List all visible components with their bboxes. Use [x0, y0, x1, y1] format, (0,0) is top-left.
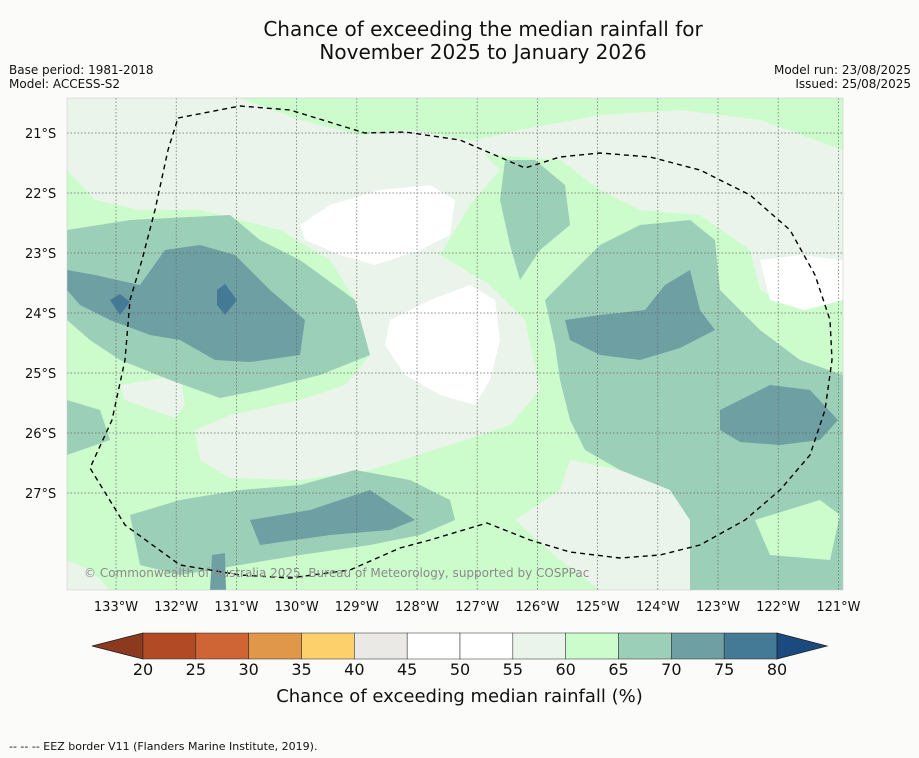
base-period: Base period: 1981-2018: [9, 63, 154, 77]
lon-tick-label: 130°W: [275, 600, 319, 615]
lat-tick-label: 26°S: [25, 427, 56, 442]
colorbar-tick-label: 45: [396, 660, 418, 679]
colorbar-swatch: [565, 632, 619, 660]
band-60-65: [755, 500, 840, 560]
colorbar-tick-label: 30: [238, 660, 259, 679]
colorbar-tick-label: 75: [713, 660, 735, 679]
lon-tick-label: 131°W: [214, 600, 258, 615]
issued-date: Issued: 25/08/2025: [795, 77, 911, 91]
lon-tick-label: 128°W: [395, 600, 439, 615]
colorbar-tick-label: 25: [185, 660, 206, 679]
band-55-60: [515, 460, 690, 590]
colorbar-tick-label: 20: [132, 660, 154, 679]
colorbar-swatch: [459, 632, 514, 660]
colorbar-swatch: [618, 632, 672, 660]
lon-tick-label: 126°W: [515, 600, 559, 615]
model-run: Model run: 23/08/2025: [773, 63, 911, 77]
band-75-80: [217, 284, 237, 315]
lon-tick-label: 129°W: [335, 600, 379, 615]
colorbar-tick-label: 40: [344, 660, 365, 679]
colorbar-over-arrow: [776, 632, 829, 660]
footnote: -- -- -- EEZ border V11 (Flanders Marine…: [9, 740, 318, 753]
lat-tick-label: 25°S: [25, 367, 56, 382]
lon-tick-label: 121°W: [816, 600, 860, 615]
band-50-55: [300, 185, 455, 265]
lat-tick-label: 24°S: [25, 307, 56, 322]
colorbar-tick-label: 65: [608, 660, 629, 679]
lon-tick-label: 127°W: [455, 600, 499, 615]
lon-labels: 133°W 132°W 131°W 130°W 129°W 128°W 127°W 126°W…: [94, 600, 861, 615]
colorbar-swatch: [723, 632, 778, 660]
meta-right: Model run: 23/08/2025 Issued: 25/08/2025: [774, 63, 911, 91]
band-65-70: [545, 220, 843, 590]
title-line-2: November 2025 to January 2026: [319, 40, 647, 64]
eez-border: [89, 105, 833, 579]
colorbar-title: Chance of exceeding median rainfall (%): [276, 686, 643, 707]
colorbar-swatch: [142, 632, 197, 660]
colorbar-swatch: [301, 632, 355, 660]
colorbar-swatch: [671, 632, 725, 660]
lat-tick-label: 23°S: [25, 247, 56, 262]
model-name: Model: ACCESS-S2: [9, 77, 121, 91]
colorbar-tick-label: 60: [555, 660, 576, 679]
colorbar-swatch: [406, 632, 461, 660]
colorbar-swatch: [195, 632, 249, 660]
colorbar: [91, 632, 829, 660]
lat-tick-label: 27°S: [25, 487, 56, 502]
lon-tick-label: 123°W: [696, 600, 740, 615]
colorbar-swatch: [512, 632, 566, 660]
lat-labels: 21°S 22°S 23°S 24°S 25°S 26°S 27°S: [25, 127, 56, 502]
colorbar-under-arrow: [91, 632, 144, 660]
colorbar-tick-label: 55: [502, 660, 523, 679]
copyright-text: © Commonwealth of Australia 2025, Bureau…: [84, 566, 589, 580]
band-70-75: [250, 490, 415, 545]
lon-tick-label: 122°W: [756, 600, 800, 615]
lat-tick-label: 21°S: [25, 127, 56, 142]
lon-tick-label: 124°W: [636, 600, 680, 615]
lat-tick-label: 22°S: [25, 187, 56, 202]
band-50-55: [385, 285, 500, 405]
map-title: Chance of exceeding the median rainfall …: [0, 18, 919, 64]
colorbar-tick-label: 70: [661, 660, 682, 679]
lon-tick-label: 133°W: [94, 600, 138, 615]
colorbar-tick-label: 35: [291, 660, 312, 679]
colorbar-swatch: [354, 632, 408, 660]
band-50-55: [760, 255, 843, 310]
band-65-70: [500, 160, 570, 280]
band-55-60: [430, 110, 843, 310]
map-panel: © Commonwealth of Australia 2025, Bureau…: [67, 98, 843, 590]
band-75-80: [110, 294, 130, 315]
colorbar-tick-label: 50: [449, 660, 471, 679]
colorbar-tick-label: 80: [766, 660, 788, 679]
map-frame: [66, 97, 844, 591]
band-70-75: [565, 270, 715, 360]
lon-tick-label: 125°W: [576, 600, 620, 615]
band-55-60: [67, 560, 110, 590]
band-65-70: [67, 400, 110, 455]
band-55-60: [120, 375, 185, 418]
title-line-1: Chance of exceeding the median rainfall …: [263, 17, 703, 41]
band-70-75: [720, 385, 838, 445]
band-70-75: [67, 245, 305, 362]
grid-lines: [67, 98, 843, 590]
colorbar-swatch: [248, 632, 302, 660]
meta-left: Base period: 1981-2018 Model: ACCESS-S2: [9, 63, 154, 91]
lon-tick-label: 132°W: [154, 600, 198, 615]
